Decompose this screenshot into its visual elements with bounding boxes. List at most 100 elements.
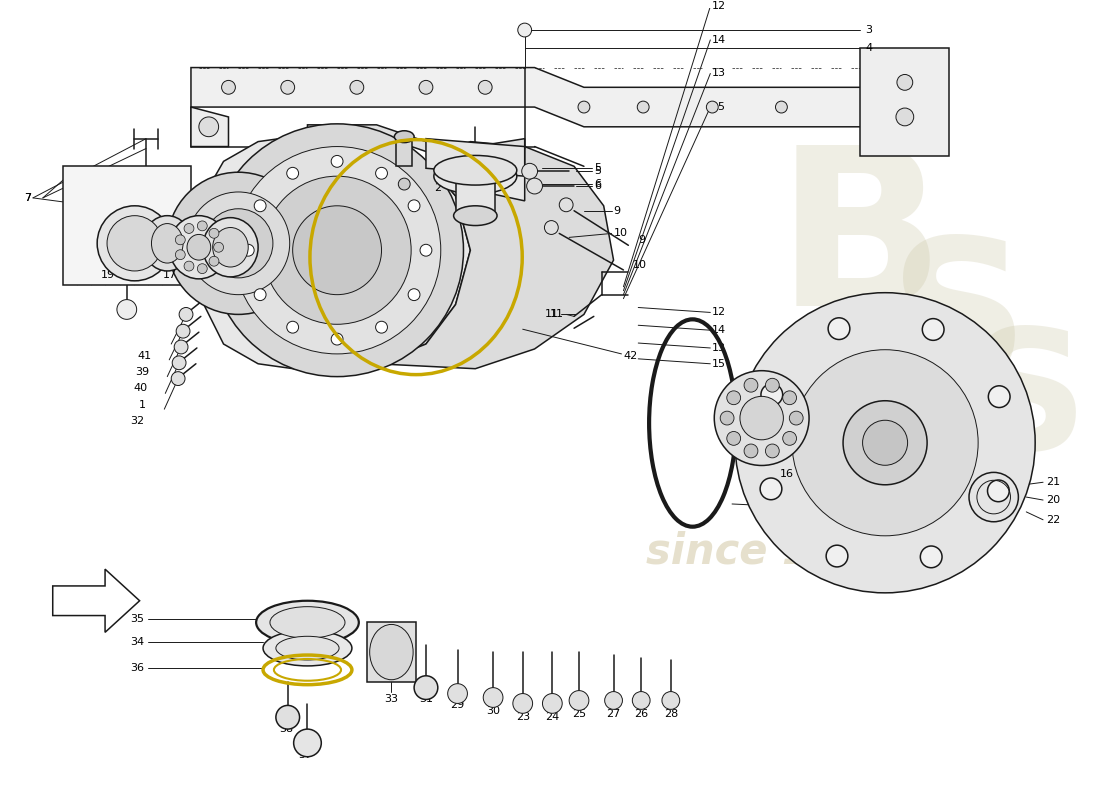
Circle shape xyxy=(414,676,438,699)
Polygon shape xyxy=(455,146,525,201)
Circle shape xyxy=(175,250,185,260)
Text: 33: 33 xyxy=(384,694,398,705)
Ellipse shape xyxy=(256,601,359,644)
Circle shape xyxy=(209,228,219,238)
Circle shape xyxy=(727,431,740,446)
Polygon shape xyxy=(860,48,949,157)
Text: 6: 6 xyxy=(594,179,601,189)
Circle shape xyxy=(293,206,382,294)
Circle shape xyxy=(420,244,432,256)
Polygon shape xyxy=(191,107,229,146)
Circle shape xyxy=(204,209,273,278)
Text: 15: 15 xyxy=(713,102,726,112)
Circle shape xyxy=(518,23,531,37)
Circle shape xyxy=(350,80,364,94)
Circle shape xyxy=(578,101,590,113)
Text: 32: 32 xyxy=(131,416,144,426)
Circle shape xyxy=(706,101,718,113)
Circle shape xyxy=(408,200,420,212)
Ellipse shape xyxy=(453,206,497,226)
Text: 7: 7 xyxy=(24,193,31,203)
Text: 15: 15 xyxy=(713,358,726,369)
Circle shape xyxy=(184,223,194,234)
Circle shape xyxy=(783,431,796,446)
Ellipse shape xyxy=(263,630,352,666)
Polygon shape xyxy=(191,67,890,127)
Circle shape xyxy=(173,356,186,370)
Circle shape xyxy=(792,350,978,536)
Text: 29: 29 xyxy=(450,701,464,710)
Circle shape xyxy=(276,706,299,729)
Circle shape xyxy=(175,235,185,245)
Polygon shape xyxy=(63,166,191,285)
Text: 21: 21 xyxy=(1046,478,1060,487)
Circle shape xyxy=(408,289,420,301)
Circle shape xyxy=(448,684,468,703)
Ellipse shape xyxy=(212,227,249,267)
Circle shape xyxy=(735,293,1035,593)
Polygon shape xyxy=(194,134,471,370)
Circle shape xyxy=(828,318,850,339)
Text: 16: 16 xyxy=(195,270,209,280)
Ellipse shape xyxy=(152,223,183,263)
Polygon shape xyxy=(308,125,525,157)
Text: 7: 7 xyxy=(24,193,31,203)
Text: 11: 11 xyxy=(546,310,559,319)
Polygon shape xyxy=(455,174,495,216)
Text: 40: 40 xyxy=(133,383,147,394)
Text: 24: 24 xyxy=(546,712,560,722)
Text: 27: 27 xyxy=(606,710,620,719)
Circle shape xyxy=(465,154,475,163)
Circle shape xyxy=(294,729,321,757)
Circle shape xyxy=(766,444,779,458)
Circle shape xyxy=(740,396,783,440)
Text: 22: 22 xyxy=(1046,514,1060,525)
Text: 19: 19 xyxy=(101,270,114,280)
Text: 10: 10 xyxy=(634,260,647,270)
Text: 34: 34 xyxy=(131,638,144,647)
Circle shape xyxy=(896,74,913,90)
Polygon shape xyxy=(426,138,525,176)
Text: 12: 12 xyxy=(713,2,726,11)
Circle shape xyxy=(776,101,788,113)
Text: 28: 28 xyxy=(663,710,678,719)
Text: 25: 25 xyxy=(572,710,586,719)
Circle shape xyxy=(331,155,343,167)
Circle shape xyxy=(419,80,433,94)
Ellipse shape xyxy=(202,218,258,277)
Circle shape xyxy=(988,480,1009,502)
Text: 36: 36 xyxy=(131,663,144,673)
Circle shape xyxy=(478,80,492,94)
Ellipse shape xyxy=(143,216,192,271)
Circle shape xyxy=(790,411,803,425)
Circle shape xyxy=(720,411,734,425)
Text: 39: 39 xyxy=(135,366,150,377)
Circle shape xyxy=(375,322,387,333)
Text: 38: 38 xyxy=(278,724,293,734)
Text: 4: 4 xyxy=(866,43,872,53)
Circle shape xyxy=(826,545,848,567)
Text: 8: 8 xyxy=(372,179,378,189)
Ellipse shape xyxy=(270,606,345,638)
Circle shape xyxy=(233,146,441,354)
Text: 9: 9 xyxy=(614,206,620,216)
Circle shape xyxy=(513,694,532,714)
Text: 13: 13 xyxy=(713,343,726,353)
Circle shape xyxy=(843,401,927,485)
Text: 18: 18 xyxy=(133,270,147,280)
Circle shape xyxy=(895,108,914,126)
Polygon shape xyxy=(53,569,140,632)
Text: S: S xyxy=(889,230,1030,418)
Text: 11: 11 xyxy=(550,310,564,319)
Polygon shape xyxy=(376,142,614,369)
Ellipse shape xyxy=(97,206,173,281)
Ellipse shape xyxy=(370,625,414,680)
Text: 12: 12 xyxy=(713,307,726,318)
Circle shape xyxy=(398,178,410,190)
Ellipse shape xyxy=(107,216,163,271)
Text: 30: 30 xyxy=(486,706,500,716)
Circle shape xyxy=(184,261,194,271)
Text: 42: 42 xyxy=(624,351,638,361)
Circle shape xyxy=(221,80,235,94)
Circle shape xyxy=(209,256,219,266)
